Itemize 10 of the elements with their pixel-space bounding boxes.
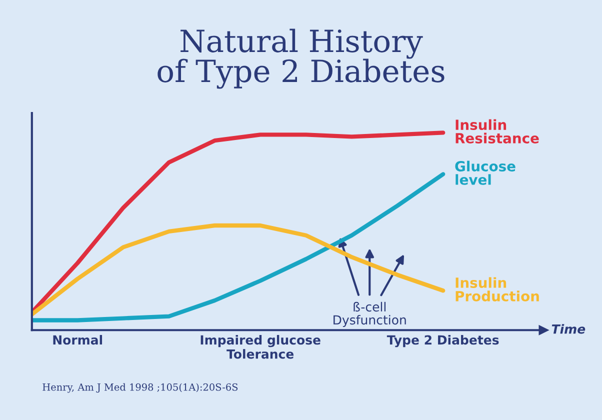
x-tick-label: Impaired glucose Tolerance — [200, 334, 320, 359]
x-tick-label: Type 2 Diabetes — [386, 334, 499, 348]
series-label: Insulin Resistance — [456, 119, 539, 144]
x-axis-title: Time — [552, 324, 586, 334]
series-label: Glucose level — [455, 160, 516, 185]
chart-title: Natural History of Type 2 Diabetes — [158, 28, 444, 89]
text: Henry, Am J Med 1998 ;105(1A):20S-6S — [42, 383, 238, 393]
annotation: ß-cell Dysfunction — [334, 302, 406, 328]
series-label: Insulin Production — [456, 277, 539, 302]
x-tick-label: Normal — [53, 334, 102, 345]
